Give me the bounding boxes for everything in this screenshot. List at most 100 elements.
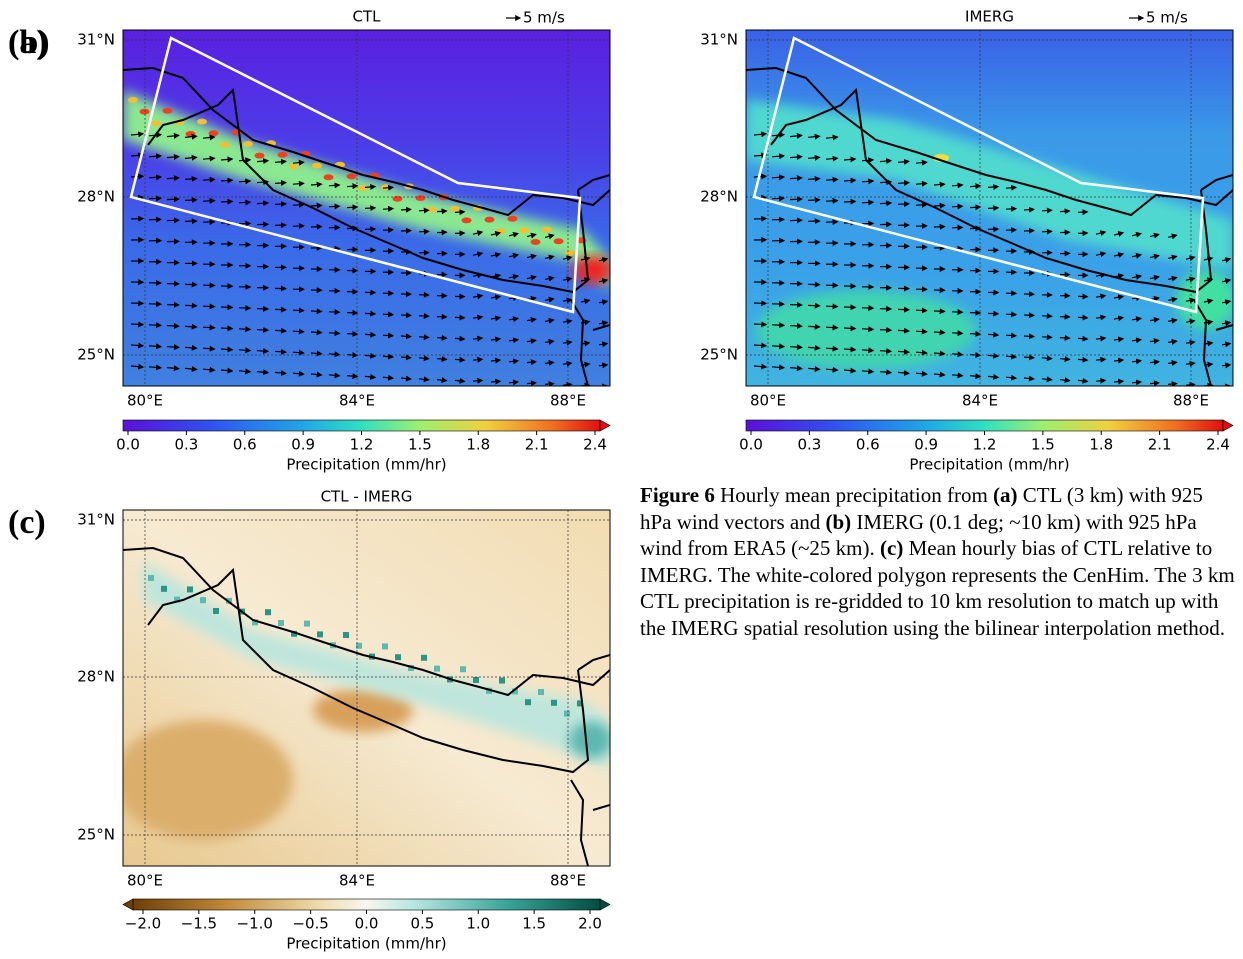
panel-label: (b) bbox=[8, 24, 50, 61]
rain-cell bbox=[208, 130, 219, 137]
wind-vector bbox=[897, 369, 910, 376]
map-panel: IMERG 5 m/s 31°N 28°N 25°N 80°E 84°E 88°E bbox=[700, 8, 1234, 410]
wind-vector bbox=[490, 315, 502, 322]
wind-vector bbox=[526, 359, 537, 366]
wind-vector bbox=[148, 343, 163, 350]
border bbox=[746, 66, 1233, 217]
colorbar-tick-label: 1.8 bbox=[466, 436, 490, 454]
wind-vector bbox=[1149, 380, 1160, 386]
wind-vector bbox=[843, 346, 857, 353]
wind-vector bbox=[562, 255, 573, 262]
wind-vector bbox=[1131, 274, 1143, 280]
wind-vector bbox=[1059, 334, 1071, 341]
wind-vector bbox=[238, 199, 252, 206]
wind-vector bbox=[1059, 208, 1071, 215]
wind-vector bbox=[472, 230, 484, 237]
rain-cell bbox=[243, 141, 253, 147]
rain-cell bbox=[530, 239, 541, 245]
lat-tick-label: 25°N bbox=[77, 826, 115, 844]
wind-vector bbox=[753, 363, 768, 370]
wind-vector bbox=[789, 175, 803, 182]
colorbar-label: Precipitation (mm/hr) bbox=[909, 456, 1069, 474]
wind-vector bbox=[843, 177, 857, 184]
wet-cell bbox=[187, 586, 193, 593]
wind-vector bbox=[1005, 205, 1018, 212]
wet-hotspot bbox=[569, 722, 610, 758]
wind-vector bbox=[843, 367, 857, 374]
wind-vector bbox=[202, 366, 216, 373]
colorbar-tick-label: 2.1 bbox=[525, 436, 549, 454]
wind-vector bbox=[544, 381, 555, 386]
wind-vector bbox=[789, 322, 803, 329]
wind-vector bbox=[310, 329, 323, 336]
wind-vector bbox=[526, 380, 537, 386]
wind-vector bbox=[1185, 339, 1196, 346]
wind-vector bbox=[753, 321, 768, 328]
wind-key-label: 5 m/s bbox=[1146, 9, 1188, 27]
lon-tick-label: 84°E bbox=[962, 392, 998, 410]
panel-title: CTL - IMERG bbox=[321, 488, 413, 506]
wind-vector bbox=[544, 275, 555, 282]
wind-vector bbox=[400, 375, 412, 382]
wind-vector bbox=[1131, 337, 1143, 344]
wind-vector bbox=[1203, 298, 1214, 305]
wind-vector bbox=[166, 196, 180, 203]
wind-vector bbox=[789, 344, 803, 351]
wind-vector bbox=[771, 174, 786, 181]
rain-cell bbox=[289, 163, 299, 170]
rain-cell bbox=[553, 238, 564, 245]
wet-cell bbox=[382, 643, 388, 650]
colorbar-body bbox=[745, 419, 1224, 432]
wind-vector bbox=[148, 195, 163, 202]
colorbar-extend bbox=[122, 898, 134, 911]
wind-vector bbox=[508, 274, 520, 280]
wind-vector bbox=[382, 332, 395, 339]
wind-vector bbox=[130, 131, 145, 138]
wind-vector bbox=[346, 183, 359, 190]
wind-vector bbox=[1059, 377, 1071, 384]
rain-cell bbox=[415, 195, 426, 201]
wind-vector bbox=[825, 366, 839, 373]
wet-cell bbox=[525, 699, 531, 706]
colorbar-extend bbox=[599, 898, 611, 911]
colorbar-tick-label: 2.0 bbox=[578, 915, 602, 933]
wind-vector bbox=[1185, 276, 1196, 283]
wind-vector bbox=[562, 339, 573, 346]
map-field bbox=[746, 30, 1233, 386]
wet-cell bbox=[577, 700, 583, 707]
lat-tick-label: 28°N bbox=[77, 188, 115, 206]
rain-cell bbox=[197, 118, 207, 125]
colorbar-tick-label: 2.1 bbox=[1148, 436, 1172, 454]
wind-vector bbox=[292, 201, 305, 208]
lon-tick-label: 84°E bbox=[339, 392, 375, 410]
wind-vector bbox=[861, 368, 875, 375]
wind-vector bbox=[166, 154, 180, 160]
wind-vector bbox=[1077, 356, 1089, 363]
wind-vector bbox=[238, 178, 252, 185]
rain-cell bbox=[519, 227, 529, 234]
wind-vector bbox=[364, 352, 377, 359]
wind-vector bbox=[184, 175, 198, 182]
wind-vector bbox=[807, 323, 821, 330]
wind-vector bbox=[598, 362, 609, 369]
wind-vector bbox=[472, 335, 484, 342]
wind-vector bbox=[130, 363, 145, 370]
wind-vector bbox=[310, 371, 323, 378]
wind-vector bbox=[1077, 209, 1089, 216]
wind-vector bbox=[951, 203, 964, 210]
wind-vector bbox=[1221, 257, 1232, 263]
wind-vector bbox=[526, 338, 537, 345]
wind-vector bbox=[1131, 252, 1143, 259]
wind-vector bbox=[1167, 338, 1178, 345]
wet-cell bbox=[434, 665, 440, 672]
cenhim-polygon bbox=[752, 36, 1205, 314]
wind-vector bbox=[256, 369, 270, 376]
wind-vector bbox=[292, 159, 305, 166]
wind-vector bbox=[1149, 359, 1160, 366]
map-field bbox=[123, 30, 610, 386]
wind-vector bbox=[598, 341, 609, 348]
wet-cell bbox=[460, 666, 466, 673]
wind-vector bbox=[544, 338, 555, 345]
wind-vector bbox=[328, 330, 341, 337]
border bbox=[123, 546, 610, 697]
